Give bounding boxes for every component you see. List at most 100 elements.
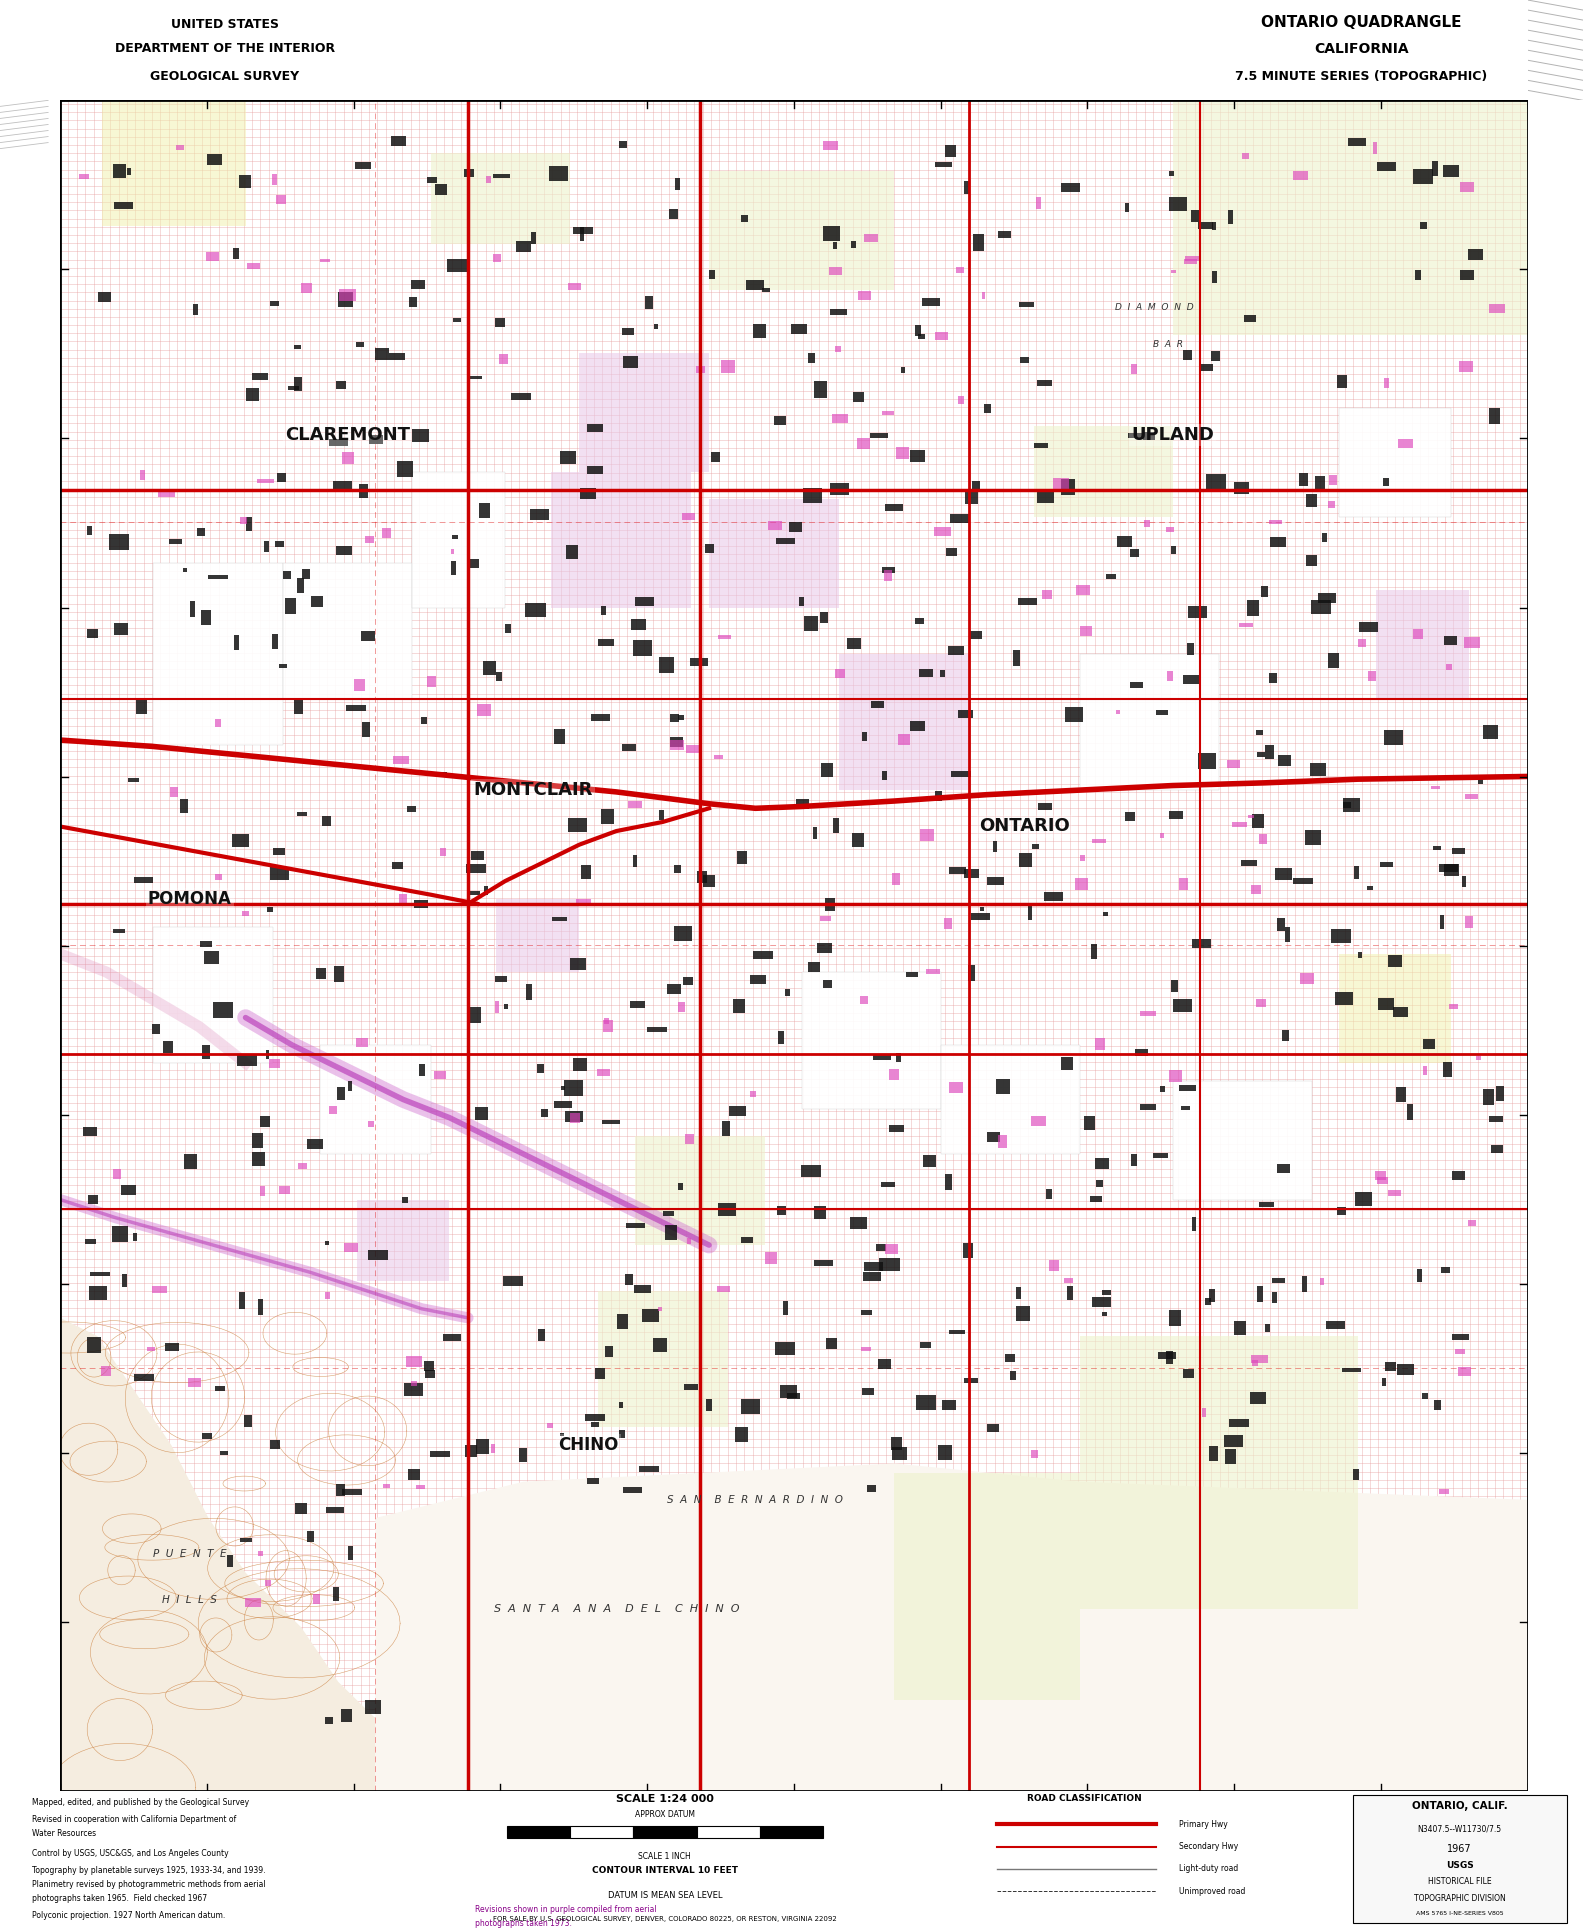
Bar (1265, 745, 1274, 758)
Bar (1265, 1324, 1271, 1332)
Bar (774, 417, 787, 425)
Text: FOR SALE BY U.S. GEOLOGICAL SURVEY, DENVER, COLORADO 80225, OR RESTON, VIRGINIA : FOR SALE BY U.S. GEOLOGICAL SURVEY, DENV… (492, 1916, 837, 1922)
Bar (915, 324, 921, 336)
Bar (1298, 473, 1308, 486)
Bar (1448, 1004, 1458, 1009)
Bar (507, 1826, 570, 1837)
Bar (342, 452, 355, 465)
Bar (1019, 303, 1034, 307)
Bar (1067, 1285, 1073, 1299)
Bar (109, 535, 128, 550)
Bar (969, 631, 981, 639)
Bar (483, 660, 495, 676)
Bar (519, 1448, 527, 1463)
Bar (590, 1422, 600, 1426)
Bar (867, 1486, 875, 1492)
Bar (1126, 203, 1129, 212)
Bar (717, 1285, 730, 1291)
Bar (1441, 915, 1444, 930)
Bar (861, 1347, 872, 1351)
Bar (429, 1451, 450, 1457)
Bar (169, 540, 182, 544)
Bar (901, 367, 905, 372)
Bar (359, 484, 369, 498)
Bar (237, 1054, 256, 1065)
Bar (1414, 629, 1423, 639)
Polygon shape (1339, 953, 1450, 1063)
Bar (826, 1337, 837, 1349)
Bar (1019, 357, 1029, 363)
Text: Revisions shown in purple compiled from aerial: Revisions shown in purple compiled from … (475, 1905, 657, 1915)
Bar (491, 1444, 495, 1453)
Bar (861, 1310, 872, 1314)
Bar (579, 228, 584, 241)
Bar (603, 1019, 608, 1025)
Bar (652, 1337, 668, 1351)
Bar (275, 540, 283, 546)
Bar (334, 965, 344, 982)
Text: SCALE 1:24 000: SCALE 1:24 000 (616, 1793, 714, 1805)
Bar (1019, 853, 1032, 867)
Bar (135, 1374, 154, 1382)
Bar (684, 1133, 693, 1144)
Bar (1140, 1011, 1156, 1017)
Text: UPLAND: UPLAND (1132, 427, 1214, 444)
Bar (1490, 305, 1505, 313)
Bar (399, 894, 407, 903)
Bar (245, 388, 258, 401)
Bar (617, 1314, 628, 1328)
Polygon shape (1034, 427, 1173, 517)
Bar (421, 718, 427, 724)
Text: ONTARIO QUADRANGLE: ONTARIO QUADRANGLE (1262, 15, 1461, 31)
Bar (560, 1087, 565, 1090)
Bar (434, 1071, 446, 1079)
Bar (1496, 1087, 1504, 1100)
Bar (1467, 1220, 1475, 1226)
Bar (442, 772, 446, 776)
Bar (910, 450, 924, 463)
Bar (1252, 1359, 1257, 1366)
Bar (530, 510, 549, 519)
Bar (470, 560, 480, 567)
Bar (516, 241, 532, 253)
Bar (1145, 519, 1151, 527)
Bar (1423, 1038, 1436, 1050)
Bar (434, 183, 446, 195)
Bar (294, 376, 302, 392)
Bar (780, 1386, 798, 1399)
Bar (587, 1478, 600, 1484)
Bar (247, 517, 252, 531)
Bar (633, 855, 636, 867)
Bar (112, 1170, 122, 1179)
Bar (750, 1090, 757, 1096)
Bar (1300, 973, 1314, 984)
Bar (820, 612, 828, 623)
Bar (356, 1038, 369, 1048)
Bar (684, 977, 692, 986)
Bar (668, 984, 681, 994)
Bar (945, 548, 956, 556)
Bar (1431, 786, 1441, 789)
Bar (526, 604, 546, 618)
Bar (313, 1594, 320, 1604)
Bar (741, 1399, 760, 1415)
Bar (1165, 1351, 1173, 1365)
Bar (738, 851, 747, 865)
Bar (1379, 998, 1393, 1009)
Bar (787, 1393, 799, 1399)
Bar (926, 969, 940, 975)
Bar (503, 1276, 524, 1285)
Bar (1271, 1293, 1277, 1303)
Bar (792, 324, 807, 334)
Text: Primary Hwy: Primary Hwy (1179, 1820, 1228, 1830)
Bar (244, 1415, 252, 1426)
Bar (570, 1114, 579, 1123)
Text: Control by USGS, USC&GS, and Los Angeles County: Control by USGS, USC&GS, and Los Angeles… (32, 1849, 228, 1859)
Bar (858, 291, 871, 299)
Bar (598, 639, 614, 647)
Bar (147, 1347, 155, 1351)
Bar (1433, 845, 1441, 851)
Bar (1211, 351, 1220, 361)
Bar (397, 461, 413, 477)
Bar (412, 1380, 416, 1386)
